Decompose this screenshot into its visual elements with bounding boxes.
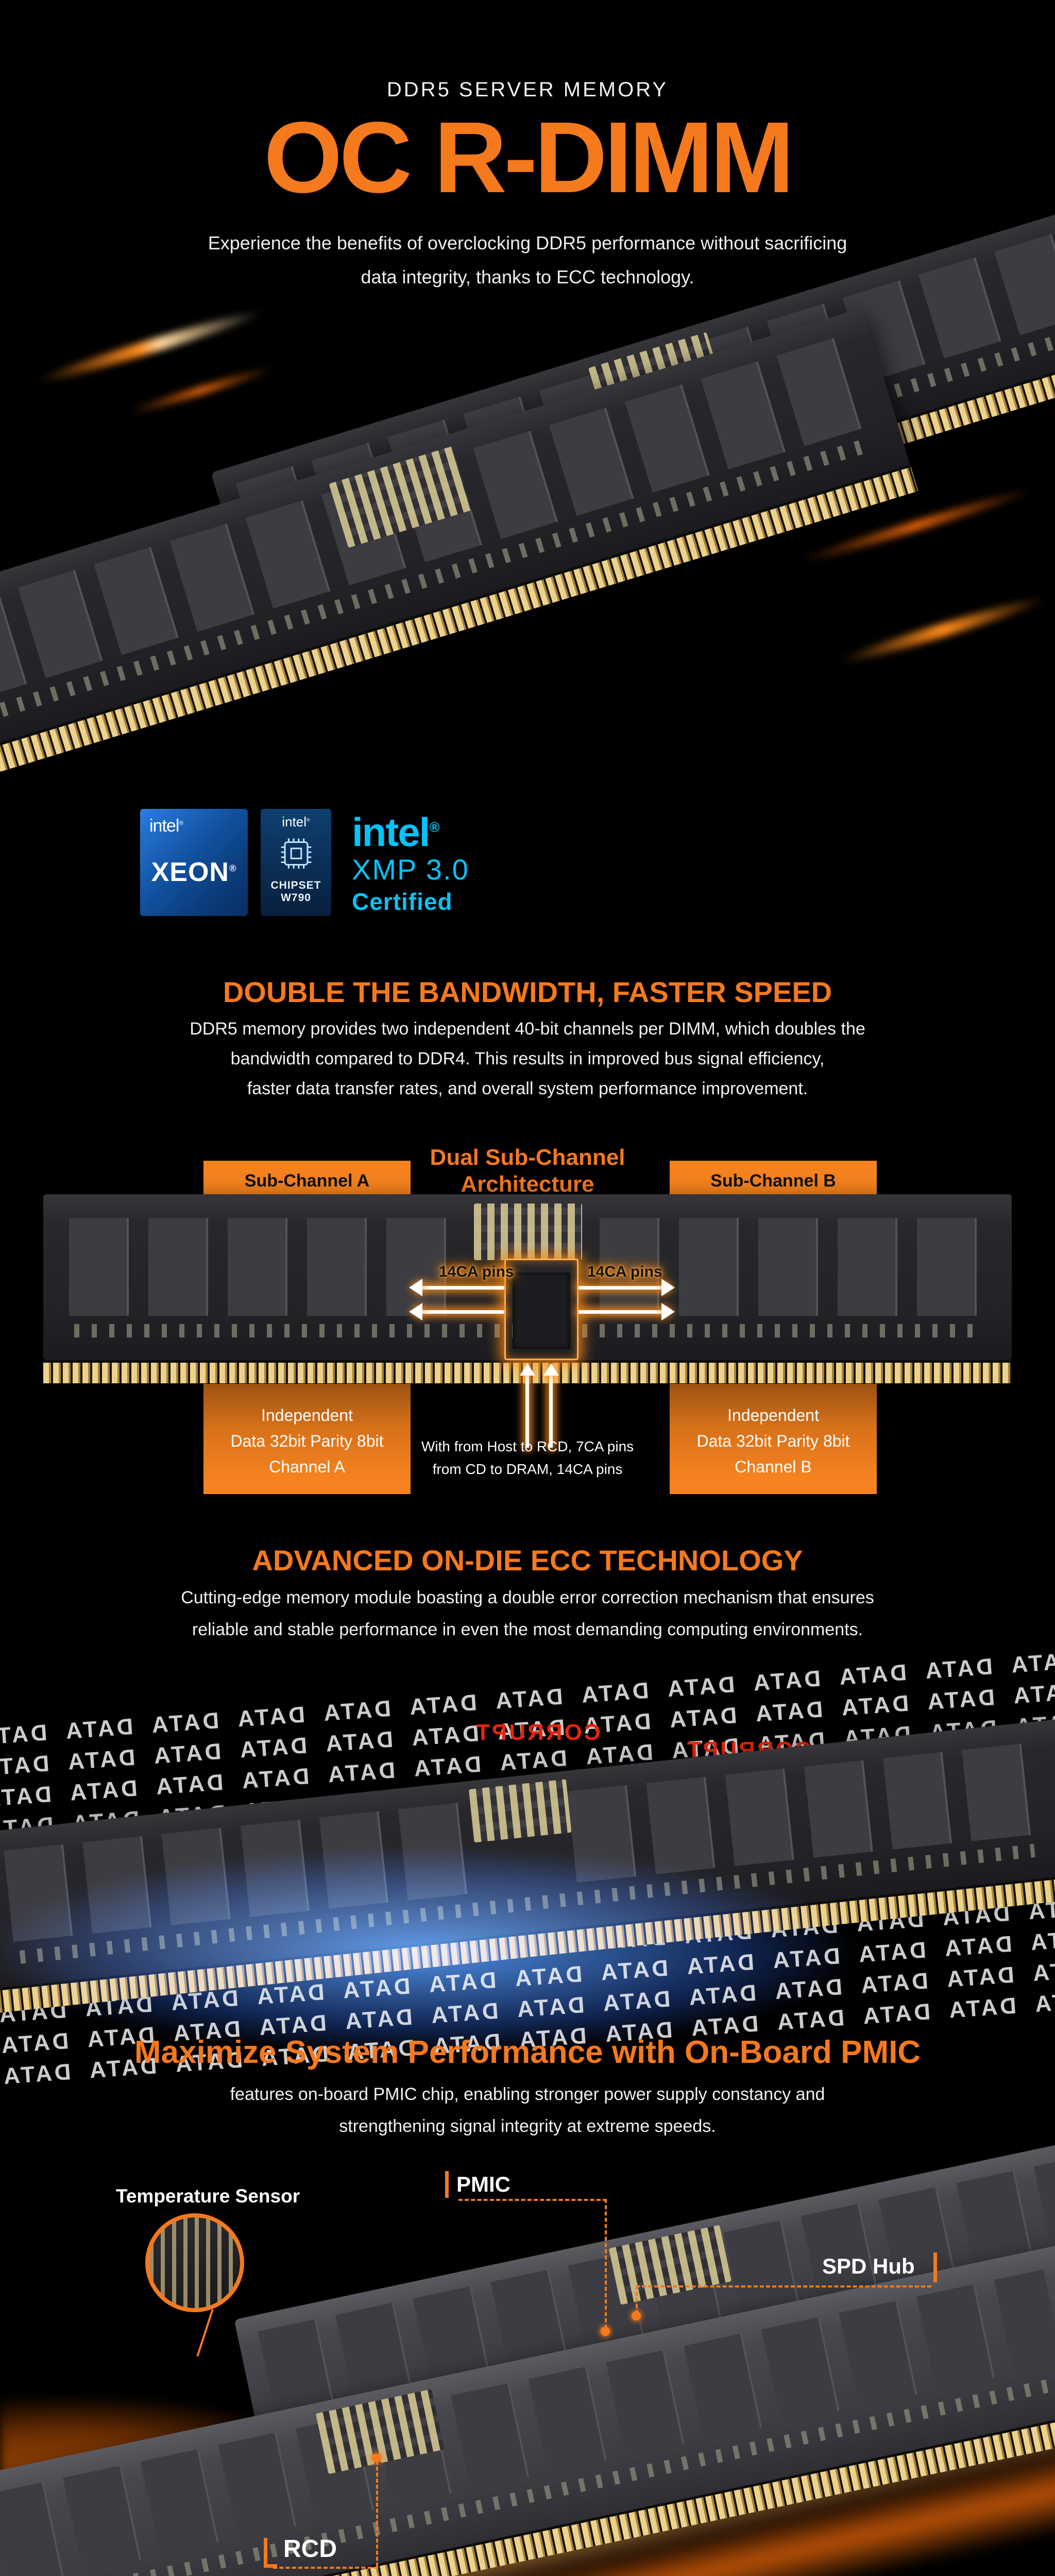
spd-hub-label: SPD Hub: [822, 2254, 915, 2278]
arrowhead-left-lower: [409, 1303, 422, 1320]
certified-label: Certified: [352, 888, 453, 915]
channel-a-detail-box: Independent Data 32bit Parity 8bit Chann…: [203, 1384, 411, 1494]
pmic-body-line1: features on-board PMIC chip, enabling st…: [230, 2084, 825, 2104]
spd-connector-h: [636, 2285, 931, 2287]
xmp-version-label: XMP 3.0: [352, 853, 469, 886]
hero-product-image: [0, 205, 1055, 799]
channel-b-detail-box: Independent Data 32bit Parity 8bit Chann…: [670, 1384, 877, 1494]
hero-subtitle-line2: data integrity, thanks to ECC technology…: [361, 266, 694, 287]
temperature-sensor-magnifier: [145, 2213, 244, 2312]
ecc-body-line1: Cutting-edge memory module boasting a do…: [181, 1588, 874, 1607]
pins-label-right: 14CA pins: [587, 1263, 662, 1280]
chipset-label: CHIPSET: [270, 879, 321, 891]
bandwidth-heading: DOUBLE THE BANDWIDTH, FASTER SPEED: [223, 976, 832, 1008]
rcd-connector-h: [273, 2567, 378, 2569]
up-arrowhead-1: [520, 1363, 535, 1376]
pmic-label-bar: [445, 2171, 449, 2198]
rcd-chip: [513, 1273, 570, 1349]
up-arrowhead-2: [543, 1363, 559, 1376]
bandwidth-body-line3: faster data transfer rates, and overall …: [247, 1079, 808, 1098]
chip-icon: [281, 838, 311, 869]
diagram-title-line2: Architecture: [461, 1172, 594, 1197]
arrowhead-right-upper: [661, 1279, 675, 1296]
bandwidth-body-line2: bandwidth compared to DDR4. This results…: [230, 1049, 825, 1069]
ecc-heading: ADVANCED ON-DIE ECC TECHNOLOGY: [252, 1544, 803, 1577]
ecc-body-line2: reliable and stable performance in even …: [192, 1620, 863, 1639]
page-title: OC R-DIMM: [264, 101, 794, 214]
pmic-body-line2: strengthening signal integrity at extrem…: [339, 2116, 716, 2136]
arrow-right-lower: [578, 1310, 661, 1314]
intel-xmp-certified-badge: intel® XMP 3.0 Certified: [352, 807, 469, 917]
pmic-label: PMIC: [456, 2172, 511, 2196]
spd-label-bar: [933, 2252, 937, 2282]
diagram-title-line1: Dual Sub-Channel: [430, 1145, 625, 1170]
intel-logo: intel®: [352, 809, 439, 855]
up-arrow-1: [525, 1375, 529, 1448]
pmic-connector-v: [605, 2199, 607, 2329]
rcd-chip-highlight: [504, 1259, 578, 1360]
up-arrow-2: [549, 1375, 553, 1448]
arrow-left-lower: [421, 1310, 504, 1314]
corrupt-word: CORRUPT: [474, 1720, 601, 1745]
arrowhead-right-lower: [661, 1303, 675, 1320]
diagram-note-line2: from CD to DRAM, 14CA pins: [432, 1461, 623, 1477]
rcd-label: RCD: [283, 2535, 337, 2563]
arrowhead-left-upper: [409, 1279, 422, 1296]
magnifier-connector-line: [196, 2309, 214, 2357]
spd-chip-dot: [632, 2311, 641, 2320]
intel-chipset-w790-badge: intel® CHIPSET W790: [261, 809, 331, 916]
chipset-model: W790: [281, 892, 311, 904]
spd-connector-v: [636, 2285, 638, 2314]
eyebrow-ddr5-server-memory: DDR5 SERVER MEMORY: [386, 78, 669, 101]
intel-xeon-badge: intel® XEON®: [140, 809, 248, 916]
bandwidth-body-line1: DDR5 memory provides two independent 40-…: [190, 1019, 865, 1039]
temperature-sensor-label: Temperature Sensor: [116, 2185, 300, 2207]
intel-logo: intel®: [282, 814, 310, 829]
rcd-label-bracket: [264, 2538, 277, 2568]
pmic-connector-h: [458, 2199, 607, 2201]
arrow-right-upper: [578, 1286, 661, 1290]
pins-label-left: 14CA pins: [439, 1263, 514, 1280]
ram-module-front: [0, 308, 918, 781]
rcd-connector-v: [376, 2461, 378, 2567]
rcd-sublabel: Register Clock Driver: [266, 2574, 418, 2576]
pmic-heading: Maximize System Performance with On-Boar…: [134, 2035, 921, 2070]
rcd-chip-dot: [372, 2453, 381, 2463]
pmic-product-image: Temperature Sensor PMIC SPD Hub RCD Regi…: [0, 2135, 1055, 2576]
intel-logo: intel®: [149, 816, 183, 836]
arrow-left-upper: [421, 1286, 504, 1290]
pmic-chip-dot: [601, 2327, 610, 2336]
xeon-label: XEON®: [151, 857, 237, 887]
hero-subtitle-line1: Experience the benefits of overclocking …: [208, 232, 847, 253]
diagram-note-line1: With from Host to RCD, 7CA pins: [421, 1438, 634, 1454]
